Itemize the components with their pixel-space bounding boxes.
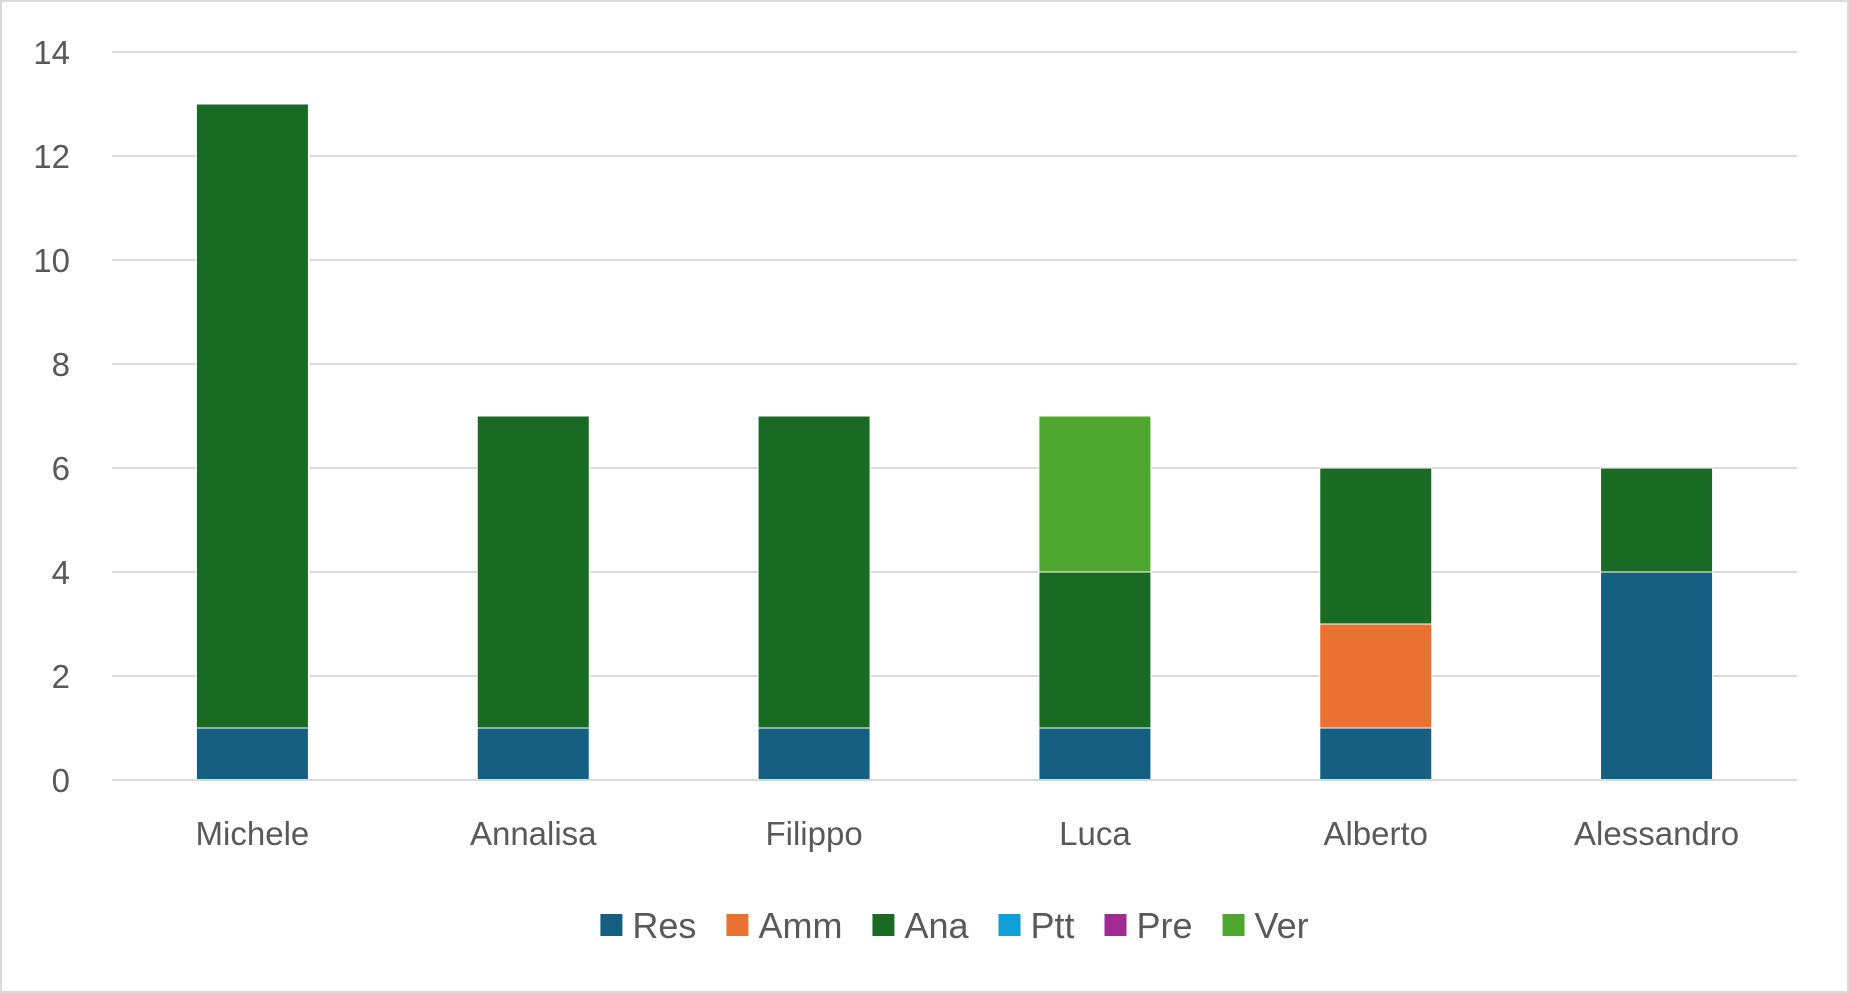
bar-ana-annalisa — [476, 415, 590, 729]
legend-label-ver: Ver — [1255, 905, 1309, 946]
bar-res-michele — [195, 727, 309, 781]
bars — [195, 103, 1714, 781]
y-tick-label: 8 — [52, 346, 70, 383]
legend-swatch-ver — [1222, 914, 1245, 936]
legend-swatch-res — [600, 914, 623, 936]
legend-label-pre: Pre — [1137, 905, 1193, 946]
axes: 0 2 4 6 8 10 12 14 Michele Annalisa Filippo Luca Alb… — [33, 34, 1797, 852]
y-tick-label: 2 — [52, 658, 70, 695]
x-tick-label: Filippo — [765, 815, 862, 852]
bar-ana-michele — [195, 103, 309, 729]
bar-res-luca — [1038, 727, 1152, 781]
bar-ana-luca — [1038, 571, 1152, 729]
x-tick-label: Luca — [1059, 815, 1131, 852]
bar-amm-alberto — [1319, 623, 1433, 729]
x-tick-label: Alessandro — [1574, 815, 1739, 852]
bar-ver-luca — [1038, 415, 1152, 573]
y-tick-label: 12 — [33, 138, 70, 175]
y-tick-label: 0 — [52, 762, 70, 799]
legend-label-res: Res — [632, 905, 696, 946]
y-tick-label: 6 — [52, 450, 70, 487]
y-tick-label: 4 — [52, 554, 70, 591]
x-tick-label: Annalisa — [470, 815, 597, 852]
legend-label-amm: Amm — [758, 905, 842, 946]
legend-swatch-ptt — [998, 914, 1021, 936]
bar-ana-alessandro — [1600, 467, 1714, 573]
bar-res-alessandro — [1600, 571, 1714, 781]
legend: Res Amm Ana Ptt Pre Ver — [600, 905, 1309, 946]
legend-label-ana: Ana — [904, 905, 969, 946]
bar-ana-filippo — [757, 415, 871, 729]
legend-swatch-pre — [1104, 914, 1127, 936]
bar-ana-alberto — [1319, 467, 1433, 625]
y-tick-label: 10 — [33, 242, 70, 279]
legend-label-ptt: Ptt — [1031, 905, 1075, 946]
bar-res-filippo — [757, 727, 871, 781]
x-tick-label: Alberto — [1323, 815, 1428, 852]
legend-swatch-ana — [872, 914, 895, 936]
bar-res-annalisa — [476, 727, 590, 781]
x-tick-label: Michele — [196, 815, 310, 852]
legend-swatch-amm — [726, 914, 749, 936]
bar-res-alberto — [1319, 727, 1433, 781]
y-tick-label: 14 — [33, 34, 70, 71]
